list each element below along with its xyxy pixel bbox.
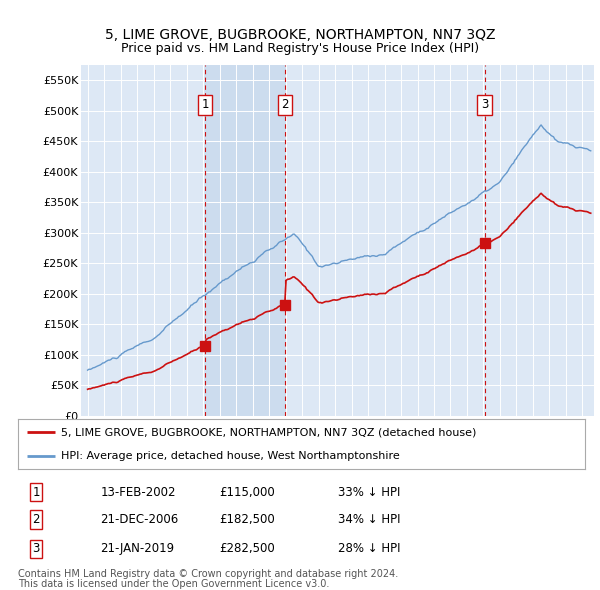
- Text: 1: 1: [32, 486, 40, 499]
- Text: Contains HM Land Registry data © Crown copyright and database right 2024.: Contains HM Land Registry data © Crown c…: [18, 569, 398, 579]
- Text: 2: 2: [281, 98, 289, 111]
- Text: 28% ↓ HPI: 28% ↓ HPI: [338, 542, 401, 555]
- Text: 21-JAN-2019: 21-JAN-2019: [100, 542, 175, 555]
- Text: 5, LIME GROVE, BUGBROOKE, NORTHAMPTON, NN7 3QZ (detached house): 5, LIME GROVE, BUGBROOKE, NORTHAMPTON, N…: [61, 427, 476, 437]
- Text: This data is licensed under the Open Government Licence v3.0.: This data is licensed under the Open Gov…: [18, 579, 329, 589]
- Text: HPI: Average price, detached house, West Northamptonshire: HPI: Average price, detached house, West…: [61, 451, 399, 461]
- Text: Price paid vs. HM Land Registry's House Price Index (HPI): Price paid vs. HM Land Registry's House …: [121, 42, 479, 55]
- Text: 21-DEC-2006: 21-DEC-2006: [100, 513, 178, 526]
- Text: £182,500: £182,500: [219, 513, 275, 526]
- Text: 3: 3: [481, 98, 488, 111]
- Text: 2: 2: [32, 513, 40, 526]
- Text: 34% ↓ HPI: 34% ↓ HPI: [338, 513, 401, 526]
- Text: 5, LIME GROVE, BUGBROOKE, NORTHAMPTON, NN7 3QZ: 5, LIME GROVE, BUGBROOKE, NORTHAMPTON, N…: [105, 28, 495, 42]
- Bar: [205, 65, 285, 416]
- Text: £115,000: £115,000: [219, 486, 275, 499]
- Text: 3: 3: [32, 542, 40, 555]
- Text: 1: 1: [201, 98, 209, 111]
- Text: 33% ↓ HPI: 33% ↓ HPI: [338, 486, 401, 499]
- Text: 13-FEB-2002: 13-FEB-2002: [100, 486, 176, 499]
- Text: £282,500: £282,500: [219, 542, 275, 555]
